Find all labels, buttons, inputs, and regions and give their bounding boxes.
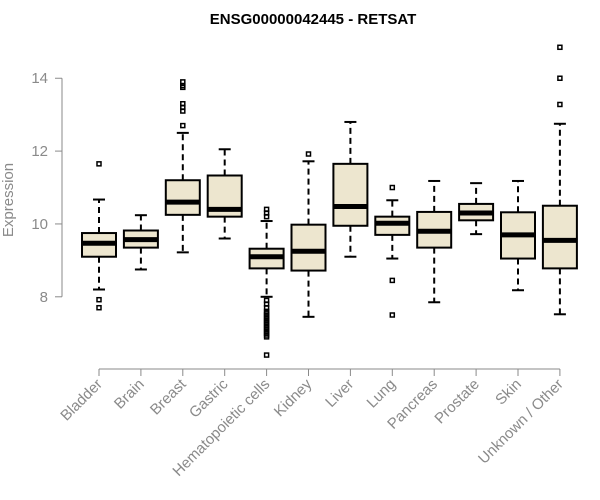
- outlier-point: [96, 161, 102, 167]
- chart-title: ENSG00000042445 - RETSAT: [210, 11, 417, 28]
- outlier-point: [96, 304, 102, 311]
- y-tick-label: 10: [31, 216, 48, 233]
- box-iqr: [164, 179, 201, 216]
- box-liver: [332, 120, 369, 258]
- y-tick-label: 8: [40, 289, 48, 306]
- outlier-point: [389, 184, 396, 191]
- box-lung: [374, 184, 411, 318]
- x-tick-label: Breast: [147, 375, 190, 418]
- outlier-point: [557, 101, 563, 108]
- box-bladder: [81, 161, 117, 311]
- box-brain: [122, 214, 159, 271]
- x-tick-label: Liver: [322, 376, 357, 411]
- outlier-point: [180, 108, 186, 114]
- box-unknown-other: [541, 44, 578, 316]
- axes: 8 10 12 14: [31, 70, 561, 376]
- outlier-point: [180, 84, 186, 91]
- box-gastric: [206, 148, 243, 240]
- x-tick-label: Prostate: [431, 376, 483, 428]
- box-breast: [164, 79, 201, 254]
- outlier-point: [389, 312, 396, 318]
- outlier-point: [557, 75, 563, 81]
- x-tick-label: Lung: [364, 376, 400, 412]
- x-tick-label: Bladder: [57, 376, 106, 425]
- x-tick-label: Kidney: [271, 375, 316, 420]
- outlier-point: [263, 213, 270, 220]
- outlier-point: [557, 44, 563, 51]
- box-prostate: [458, 182, 495, 236]
- box-hematopoietic-cells: [248, 206, 285, 358]
- outlier-point: [263, 352, 270, 358]
- y-axis-label: Expression: [0, 163, 17, 237]
- box-skin: [500, 179, 536, 292]
- y-tick-label: 14: [31, 70, 48, 87]
- box-iqr: [374, 215, 411, 236]
- outlier-point: [305, 151, 312, 157]
- outlier-point: [180, 122, 186, 129]
- x-tick-label: Skin: [492, 376, 525, 409]
- box-iqr: [541, 204, 578, 270]
- box-iqr: [332, 162, 369, 227]
- y-tick-label: 12: [31, 143, 48, 160]
- boxes-group: [81, 44, 578, 358]
- x-tick-label: Brain: [111, 376, 148, 413]
- outlier-point: [96, 296, 102, 303]
- box-iqr: [290, 223, 327, 272]
- outlier-point: [263, 334, 270, 340]
- outlier-point: [389, 277, 396, 284]
- box-pancreas: [416, 179, 453, 304]
- box-kidney: [290, 151, 327, 318]
